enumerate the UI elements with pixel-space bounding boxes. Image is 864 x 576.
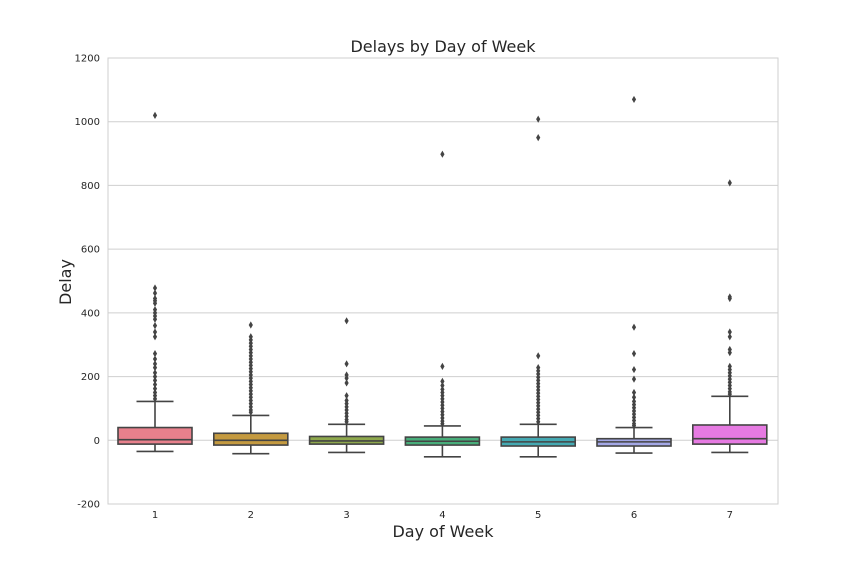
y-tick-label: 600	[81, 245, 100, 256]
y-tick-label: 400	[81, 308, 100, 319]
box-day-1	[117, 111, 193, 453]
x-tick-label: 5	[535, 510, 541, 521]
outlier-point	[152, 385, 158, 393]
outlier-point	[727, 349, 732, 357]
x-tick-labels: 1 2 3 4 5 6 7	[152, 510, 733, 521]
outlier-point	[440, 420, 445, 428]
outlier-point	[631, 365, 637, 374]
outlier-point	[152, 328, 158, 336]
outlier-point	[631, 393, 637, 401]
outlier-point	[631, 388, 637, 397]
y-axis-label: Delay	[56, 259, 75, 305]
outlier-point	[727, 390, 732, 398]
x-tick-label: 2	[248, 510, 254, 521]
x-tick-label: 4	[439, 510, 445, 521]
outlier-point	[152, 322, 158, 330]
y-tick-label: 1000	[75, 117, 100, 128]
outlier-point	[344, 392, 349, 400]
box-day-3	[308, 317, 385, 454]
outlier-point	[152, 111, 158, 119]
outlier-point	[152, 315, 158, 323]
outlier-point	[152, 369, 158, 377]
outlier-point	[152, 289, 158, 297]
x-axis-label: Day of Week	[392, 522, 494, 541]
outlier-point	[248, 321, 253, 329]
x-tick-label: 6	[631, 510, 637, 521]
outlier-point	[152, 360, 158, 368]
outlier-point	[152, 350, 158, 358]
y-tick-label: 1200	[75, 54, 100, 65]
outlier-point	[727, 294, 732, 303]
box-day-7	[691, 179, 768, 454]
y-tick-label: 800	[81, 181, 100, 192]
outlier-point	[727, 328, 732, 336]
outlier-point	[344, 317, 349, 325]
box-day-6	[596, 95, 672, 454]
chart-title: Delays by Day of Week	[350, 37, 536, 56]
x-tick-label: 1	[152, 510, 158, 521]
outlier-point	[536, 352, 541, 360]
outlier-point	[152, 333, 158, 341]
box-day-2	[213, 321, 289, 455]
iqr-box	[213, 432, 289, 446]
x-tick-label: 3	[343, 510, 349, 521]
x-tick-label: 7	[727, 510, 733, 521]
outlier-point	[536, 134, 541, 142]
box-day-4	[404, 150, 481, 458]
outlier-point	[631, 95, 637, 104]
outlier-point	[631, 375, 637, 383]
iqr-box	[691, 424, 768, 445]
outlier-point	[152, 284, 158, 292]
y-gridlines	[108, 121, 778, 441]
y-tick-label: -200	[77, 500, 100, 511]
outlier-point	[344, 374, 349, 382]
outlier-point	[631, 350, 637, 358]
outlier-point	[536, 115, 541, 123]
outlier-point	[248, 408, 253, 416]
outlier-point	[631, 323, 637, 331]
outlier-point	[440, 377, 445, 385]
outlier-point	[440, 150, 445, 158]
outlier-point	[344, 360, 349, 368]
y-tick-labels: -200 0 200 400 600 800 1000 1200	[75, 54, 100, 511]
outlier-point	[440, 362, 445, 370]
outlier-point	[536, 418, 541, 426]
outlier-point	[727, 179, 732, 187]
outlier-point	[152, 299, 158, 307]
outlier-point	[727, 333, 732, 341]
outlier-point	[344, 379, 349, 387]
box-day-5	[500, 115, 577, 458]
outlier-point	[631, 422, 637, 430]
y-tick-label: 200	[81, 372, 100, 383]
iqr-box	[117, 426, 193, 445]
outlier-point	[152, 395, 158, 403]
outlier-point	[344, 418, 349, 426]
y-tick-label: 0	[94, 436, 100, 447]
outlier-point	[152, 380, 158, 389]
outlier-point	[152, 376, 158, 384]
boxes	[117, 95, 768, 458]
outlier-point	[440, 381, 445, 390]
outlier-point	[152, 372, 158, 381]
outlier-point	[152, 355, 158, 363]
outlier-point	[152, 364, 158, 372]
